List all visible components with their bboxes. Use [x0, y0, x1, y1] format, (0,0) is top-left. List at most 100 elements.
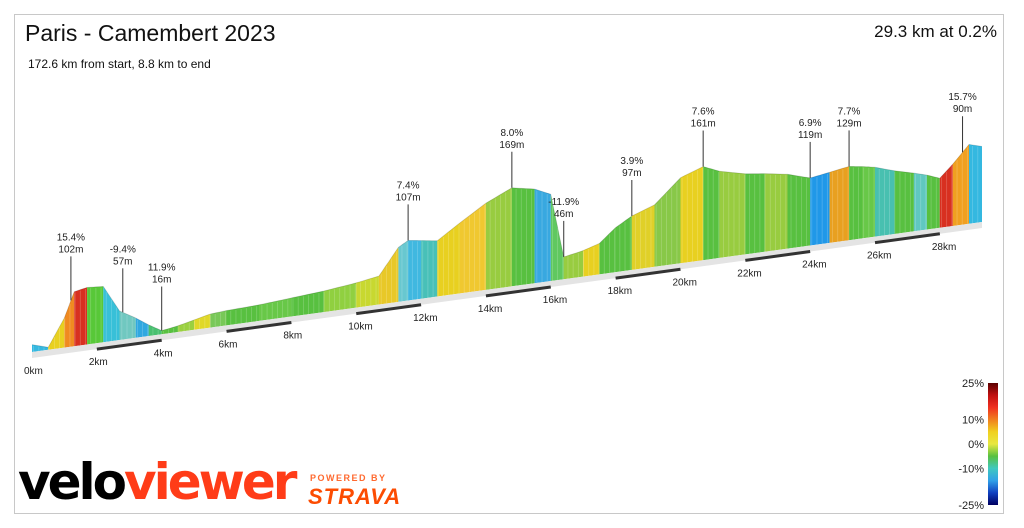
annotation-grade: -9.4%: [110, 244, 136, 255]
profile-segment: [259, 297, 292, 321]
profile-segment: [615, 216, 632, 273]
profile-segment: [511, 187, 535, 287]
annotation-grade: 15.7%: [948, 92, 976, 103]
profile-segment: [875, 167, 895, 237]
profile-segment: [378, 247, 399, 305]
legend-tick-label: -25%: [958, 500, 984, 512]
annotation-grade: -11.9%: [548, 197, 579, 208]
annotation-elevation: 161m: [691, 119, 716, 130]
profile-segment: [764, 173, 788, 252]
profile-segment: [719, 171, 746, 258]
legend-tick-label: 25%: [962, 378, 984, 390]
gradient-legend-bar: [988, 383, 998, 505]
chart-subtitle: 172.6 km from start, 8.8 km to end: [28, 57, 211, 71]
strava-logo: STRAVA: [308, 484, 402, 509]
profile-segment: [408, 240, 422, 301]
profile-segment: [103, 286, 120, 343]
profile-segment: [787, 174, 811, 249]
annotation-elevation: 90m: [953, 104, 972, 115]
profile-segment: [356, 276, 379, 308]
km-scale-bar: [874, 232, 941, 245]
x-tick-label: 22km: [737, 268, 761, 279]
profile-segment: [550, 194, 564, 281]
km-scale-bar: [226, 321, 292, 333]
annotation-elevation: 107m: [396, 192, 421, 203]
profile-segment: [631, 204, 655, 270]
logo-part1: velo: [18, 453, 127, 511]
profile-segment: [680, 166, 704, 264]
x-tick-label: 24km: [802, 260, 826, 271]
profile-segment: [460, 203, 486, 294]
annotation-grade: 7.7%: [838, 106, 861, 117]
x-tick-label: 10km: [348, 322, 372, 333]
profile-segment: [32, 344, 49, 352]
x-tick-label: 28km: [932, 242, 956, 253]
legend-tick-label: 10%: [962, 415, 984, 427]
profile-segment: [161, 325, 178, 335]
profile-segment: [745, 173, 765, 255]
km-scale-bar: [96, 338, 162, 351]
profile-segment: [291, 291, 324, 317]
annotation-elevation: 16m: [152, 275, 171, 286]
profile-segment: [48, 317, 65, 350]
km-scale-bar: [356, 303, 422, 316]
profile-segment: [210, 310, 227, 328]
km-scale-bar: [485, 285, 551, 298]
chart-title: Paris - Camembert 2023: [25, 20, 276, 46]
profile-segment: [226, 304, 259, 326]
profile-segment: [913, 173, 927, 232]
veloviewer-logo: veloviewer: [18, 452, 297, 512]
profile-segment: [849, 166, 862, 241]
annotation-grade: 3.9%: [620, 156, 643, 167]
profile-segment: [829, 166, 850, 243]
profile-segment: [177, 319, 195, 332]
annotation-grade: 11.9%: [148, 263, 176, 274]
profile-segment: [135, 318, 149, 338]
profile-segment: [810, 172, 830, 246]
profile-segment: [398, 240, 409, 302]
x-tick-label: 8km: [283, 331, 302, 342]
profile-segment: [862, 166, 875, 239]
annotation-grade: 8.0%: [500, 128, 523, 139]
x-tick-label: 4km: [154, 348, 173, 359]
legend-tick-label: 0%: [968, 439, 984, 451]
profile-segment: [194, 314, 211, 330]
profile-segment: [926, 175, 940, 230]
x-tick-label: 20km: [672, 277, 696, 288]
annotation-elevation: 119m: [798, 130, 822, 141]
profile-segment: [939, 164, 953, 228]
profile-segment: [485, 187, 512, 290]
profile-segment: [323, 282, 357, 313]
profile-segment: [74, 287, 88, 347]
profile-segment: [119, 310, 136, 340]
profile-segment: [563, 250, 584, 280]
x-tick-label: 26km: [867, 251, 891, 262]
annotation-elevation: 57m: [113, 256, 132, 267]
annotation-elevation: 169m: [499, 140, 524, 151]
annotation-grade: 15.4%: [57, 232, 85, 243]
legend-tick-label: -10%: [958, 463, 984, 475]
annotation-elevation: 46m: [554, 209, 573, 220]
profile-segment: [437, 222, 460, 297]
profile-segment: [148, 324, 162, 336]
annotation-grade: 7.6%: [692, 107, 715, 118]
logo-part2: viewer: [124, 453, 297, 511]
annotation-elevation: 97m: [622, 168, 641, 179]
x-tick-label: 2km: [89, 357, 108, 368]
annotation-grade: 7.4%: [397, 180, 420, 191]
x-tick-label: 12km: [413, 313, 437, 324]
profile-segment: [599, 227, 616, 275]
annotation-elevation: 102m: [58, 244, 83, 255]
x-tick-label: 18km: [608, 286, 632, 297]
x-tick-label: 6km: [219, 339, 238, 350]
profile-segment: [703, 166, 720, 261]
x-tick-label: 14km: [478, 304, 502, 315]
km-scale-bar: [745, 250, 811, 262]
route-summary: 29.3 km at 0.2%: [874, 22, 997, 41]
profile-segment: [894, 170, 914, 234]
annotation-grade: 6.9%: [799, 118, 822, 129]
profile-segment: [654, 177, 681, 267]
profile-segment: [87, 286, 104, 345]
x-tick-label: 16km: [543, 295, 567, 306]
